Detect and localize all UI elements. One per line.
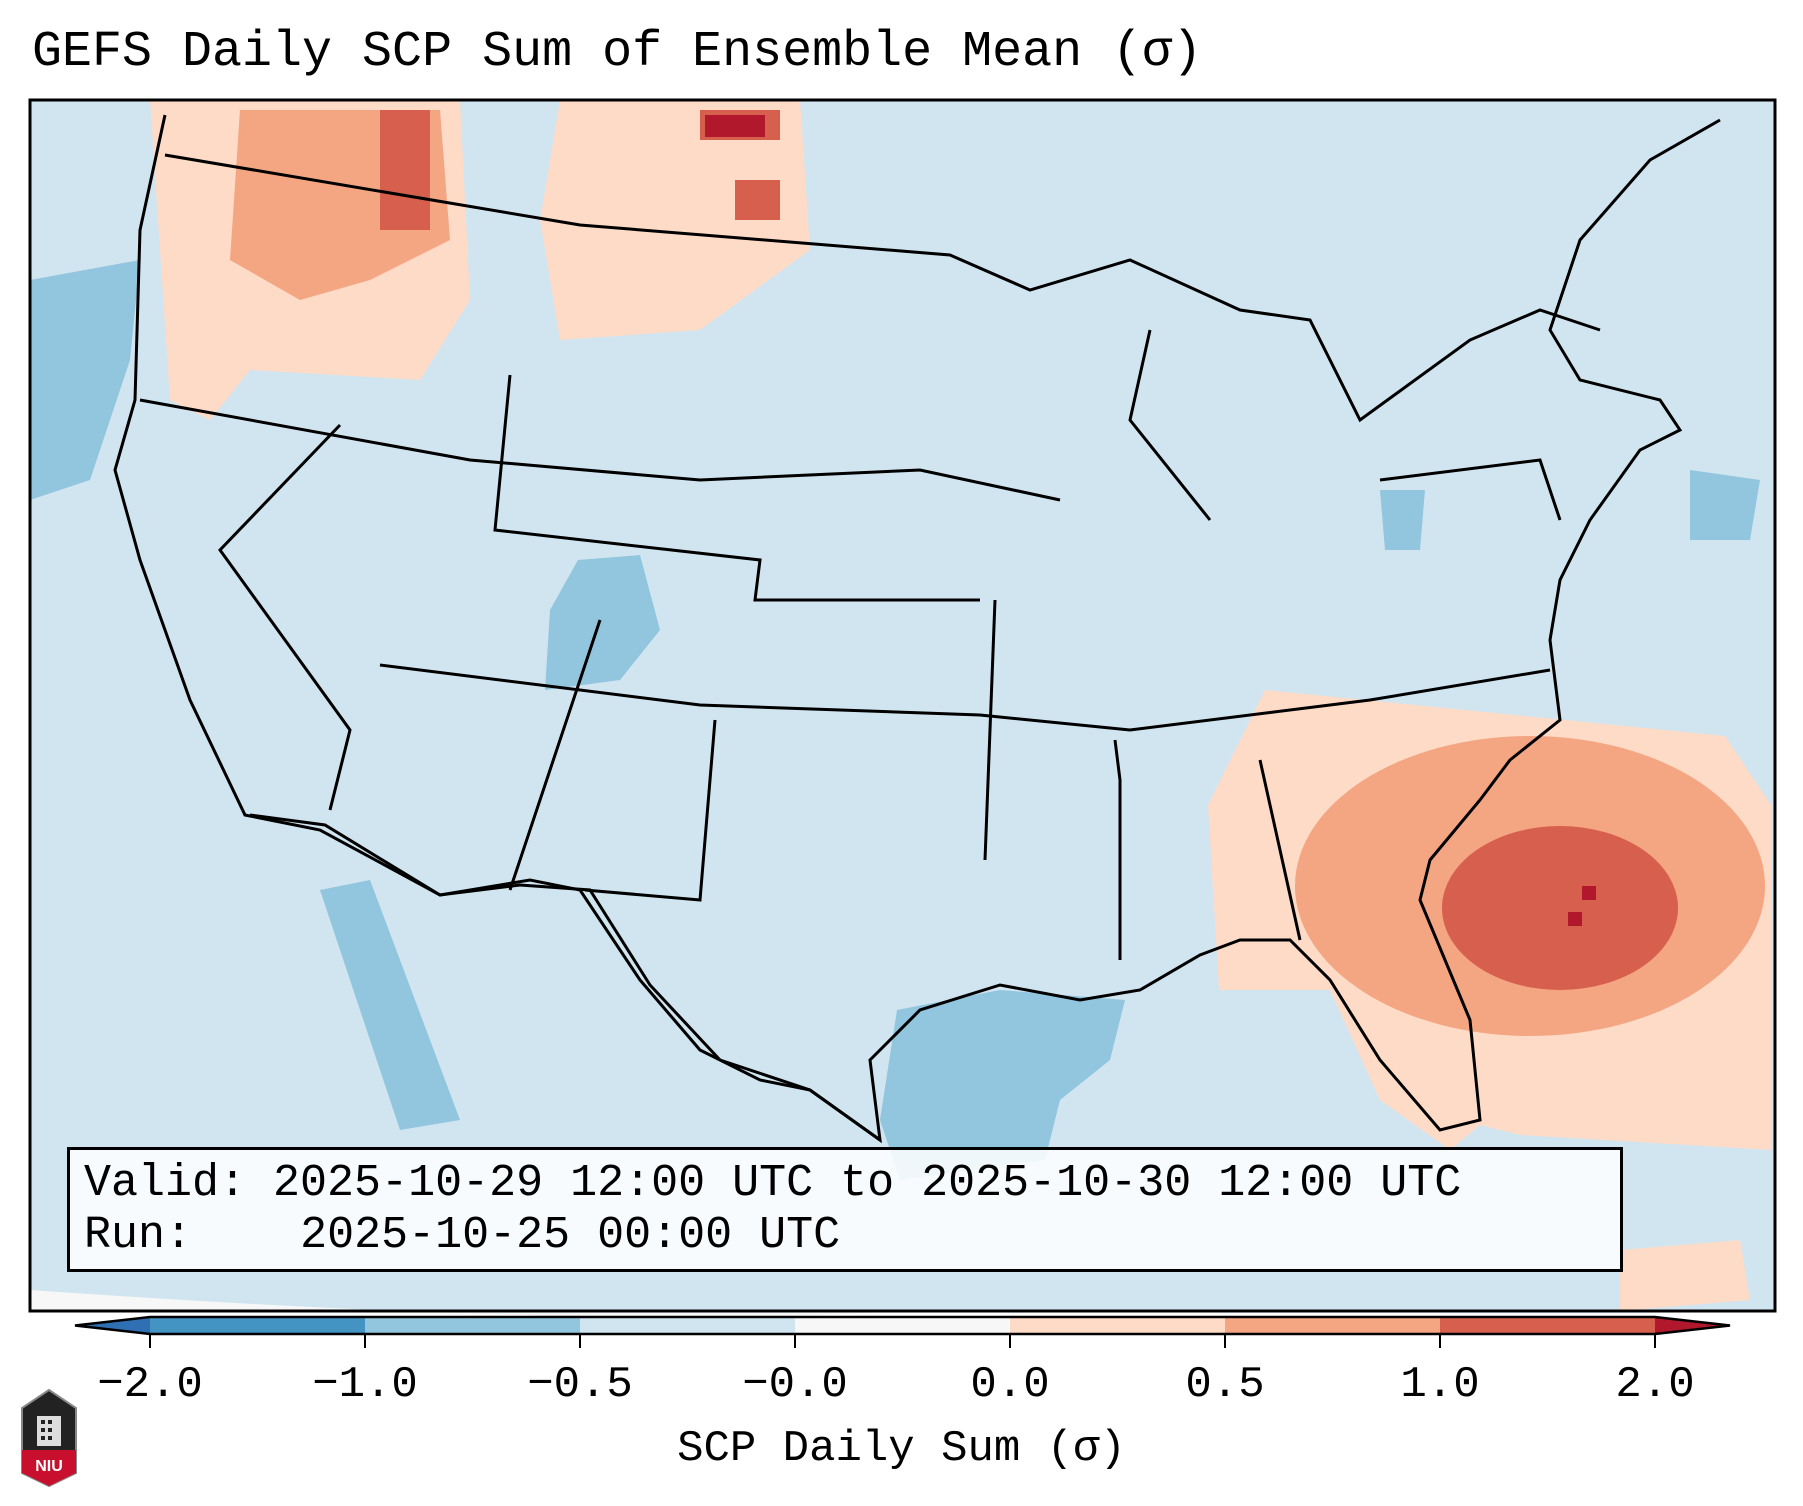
anomaly-nw-high (380, 110, 430, 230)
colorbar-tick-label: 1.0 (1400, 1360, 1480, 1410)
colorbar-bin (1225, 1317, 1441, 1334)
colorbar-extend-low (75, 1317, 150, 1334)
anomaly-se-high (1442, 826, 1678, 990)
coastlines (113, 114, 1721, 1144)
anomaly-se-max (1568, 912, 1582, 926)
anomaly-baja (320, 880, 460, 1130)
colorbar-label: SCP Daily Sum (σ) (677, 1424, 1126, 1474)
anomaly-pacific (30, 260, 140, 500)
state-line (1128, 329, 1212, 521)
colorbar-tick-label: 0.5 (1185, 1360, 1265, 1410)
logo-text: NIU (35, 1458, 63, 1475)
colorbar-tick-label: 2.0 (1615, 1360, 1695, 1410)
state-line (493, 374, 980, 602)
anomaly-cuba-light (1620, 1240, 1750, 1311)
colorbar-bin (795, 1317, 1011, 1334)
colorbar-tick-label: −0.5 (527, 1360, 633, 1410)
niu-logo: NIU (21, 1388, 77, 1488)
colorbar-tick-label: −2.0 (97, 1360, 203, 1410)
state-line (218, 423, 352, 811)
colorbar-bin (365, 1317, 581, 1334)
colorbar-tick-label: −0.0 (742, 1360, 848, 1410)
colorbar-bin (1440, 1317, 1656, 1334)
state-line (584, 719, 717, 902)
colorbar-bin (150, 1317, 366, 1334)
anomaly-mt-light (540, 100, 810, 340)
colorbar-extend-high (1655, 1317, 1730, 1334)
chart-title: GEFS Daily SCP Sum of Ensemble Mean (σ) (32, 24, 1203, 81)
anomaly-atlantic (1690, 470, 1760, 540)
state-line (139, 398, 1061, 502)
colorbar-tick-label: 0.0 (970, 1360, 1050, 1410)
anomaly-nj (1380, 490, 1425, 550)
valid-value: 2025-10-29 12:00 UTC to 2025-10-30 12:00… (273, 1158, 1462, 1209)
run-value: 2025-10-25 00:00 UTC (300, 1210, 841, 1261)
colorbar (74, 1315, 1731, 1348)
anomaly-gulf (880, 990, 1125, 1180)
colorbar-bin (1010, 1317, 1226, 1334)
state-line (1113, 739, 1122, 960)
anomaly-se-max (1582, 886, 1596, 900)
anomaly-mt-high (735, 180, 780, 220)
map-frame (28, 98, 1777, 1313)
colorbar-tick-label: −1.0 (312, 1360, 418, 1410)
state-line (1379, 458, 1562, 521)
canada-border (164, 153, 1601, 423)
validity-legend: Valid: 2025-10-29 12:00 UTC to 2025-10-3… (67, 1147, 1623, 1272)
anomaly-mt-max (705, 115, 765, 137)
run-label: Run: (84, 1210, 193, 1261)
colorbar-bin (580, 1317, 796, 1334)
state-line (508, 619, 602, 891)
us-outline (113, 114, 1721, 1144)
state-line (983, 599, 997, 861)
state-line (379, 663, 1551, 732)
anomaly-colorado (545, 555, 660, 690)
state-line (1258, 759, 1302, 941)
valid-label: Valid: (84, 1158, 247, 1209)
